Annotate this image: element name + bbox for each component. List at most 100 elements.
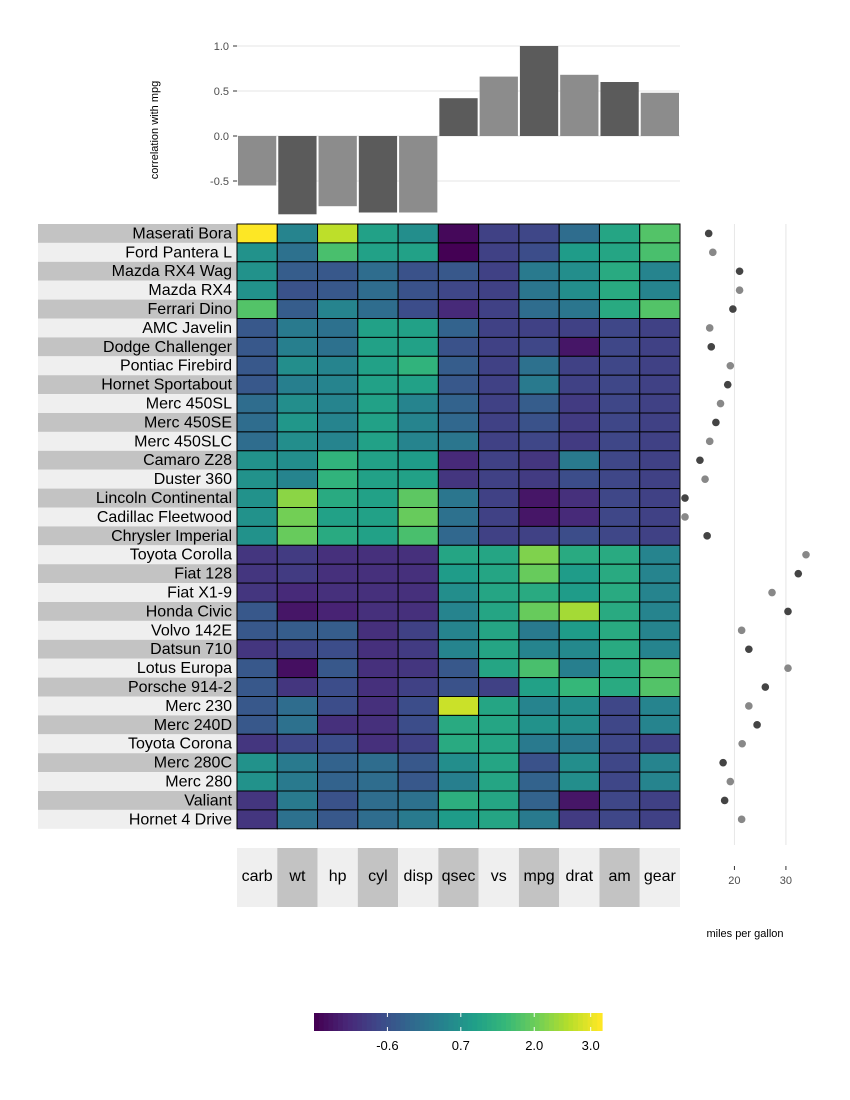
row-stripe	[38, 658, 237, 678]
heat-cell	[558, 677, 600, 697]
column-stripe	[518, 848, 560, 907]
heat-cell	[397, 658, 439, 679]
heat-cell	[317, 280, 359, 301]
heat-cell	[236, 563, 278, 584]
colorbar-segment	[429, 1013, 435, 1031]
heat-cell	[598, 733, 641, 754]
heat-cell	[236, 318, 278, 338]
heat-cell	[478, 733, 520, 754]
heat-cell	[639, 714, 681, 735]
bar	[278, 136, 317, 215]
heat-cell	[478, 374, 520, 395]
heat-cell	[639, 469, 681, 490]
colorbar-label: 0.7	[452, 1038, 470, 1053]
heat-cell	[478, 525, 520, 546]
row-stripe	[38, 299, 237, 319]
heat-cell	[518, 771, 560, 792]
colorbar-segment	[582, 1013, 589, 1031]
colorbar-segment	[554, 1013, 560, 1031]
heat-cell	[236, 677, 278, 697]
heat-cell	[397, 525, 439, 546]
heat-cell	[558, 601, 600, 622]
heat-cell	[478, 318, 520, 338]
colorbar-segment	[453, 1013, 459, 1031]
dot-point	[784, 664, 792, 672]
heat-cell	[478, 261, 520, 282]
heat-cell	[639, 677, 681, 697]
row-stripe	[38, 469, 237, 489]
row-label: Camaro Z28	[143, 452, 232, 469]
dot-point	[696, 456, 704, 465]
heat-cell	[639, 771, 681, 792]
heat-cell	[639, 507, 681, 527]
colorbar-segment	[587, 1013, 593, 1031]
heat-cell	[397, 714, 439, 735]
heat-cell	[558, 469, 600, 490]
heat-cell	[639, 412, 681, 433]
heat-cell	[518, 544, 560, 565]
heat-cell	[437, 733, 480, 754]
heat-cell	[236, 752, 278, 773]
colorbar-segment	[419, 1013, 425, 1031]
heat-cell	[558, 280, 600, 301]
heat-cell	[317, 620, 359, 641]
dot-point	[705, 437, 714, 446]
row-stripe	[38, 337, 237, 357]
heat-cell	[558, 261, 600, 282]
heat-cell	[518, 582, 560, 603]
heat-cell	[478, 639, 520, 660]
row-label: Hornet 4 Drive	[129, 811, 232, 828]
heat-cell	[639, 223, 681, 244]
heat-cell	[397, 601, 439, 622]
heat-cell	[518, 733, 560, 754]
column-stripe	[317, 848, 358, 907]
heat-cell	[437, 393, 480, 414]
colorbar-segment	[366, 1013, 373, 1031]
heat-cell	[236, 639, 278, 660]
colorbar-segment	[534, 1013, 541, 1031]
heat-cell	[558, 412, 600, 433]
row-stripe	[38, 772, 237, 791]
heat-cell	[437, 355, 480, 376]
row-label: Honda Civic	[146, 603, 232, 620]
colorbar-segment	[573, 1013, 579, 1031]
heat-cell	[518, 714, 560, 735]
heat-cell	[639, 563, 681, 584]
heat-cell	[518, 355, 560, 376]
heat-cell	[276, 714, 319, 735]
row-stripe	[38, 280, 237, 300]
row-stripe	[38, 507, 237, 527]
column-label: am	[608, 868, 630, 885]
heat-cell	[639, 752, 681, 773]
heat-cell	[437, 696, 480, 716]
heat-cell	[317, 469, 359, 490]
heat-cell	[317, 223, 359, 244]
heat-cell	[357, 488, 399, 509]
heat-cell	[357, 601, 399, 622]
heat-cell	[397, 771, 439, 792]
heat-cell	[357, 261, 399, 282]
colorbar-segment	[448, 1013, 454, 1031]
row-stripe	[38, 431, 237, 451]
column-label: disp	[404, 868, 433, 885]
colorbar-segment	[390, 1013, 397, 1031]
heat-cell	[598, 507, 641, 527]
dot-point	[712, 418, 720, 427]
heat-cell	[317, 752, 359, 773]
heat-cell	[558, 658, 600, 679]
dot-point	[707, 343, 716, 351]
heat-cell	[357, 733, 399, 754]
heat-cell	[437, 469, 480, 490]
dot-point	[681, 494, 689, 502]
row-stripe	[38, 545, 237, 565]
heat-cell	[558, 790, 600, 811]
heat-cell	[317, 393, 359, 414]
heat-cell	[437, 280, 480, 301]
dot-point	[768, 588, 776, 597]
heat-cell	[317, 299, 359, 320]
column-stripe	[478, 848, 519, 907]
column-label: carb	[242, 868, 273, 885]
colorbar-segment	[333, 1013, 339, 1031]
colorbar-segment	[395, 1013, 401, 1031]
heat-cell	[397, 696, 439, 716]
